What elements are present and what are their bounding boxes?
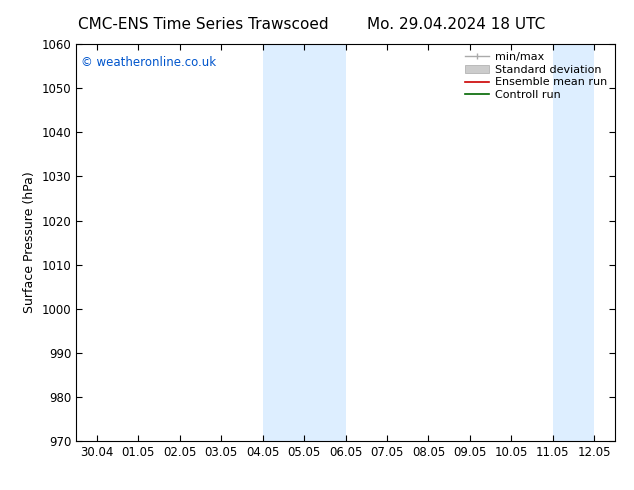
Legend: min/max, Standard deviation, Ensemble mean run, Controll run: min/max, Standard deviation, Ensemble me…: [460, 48, 612, 105]
Bar: [553, 44, 594, 441]
Y-axis label: Surface Pressure (hPa): Surface Pressure (hPa): [23, 172, 36, 314]
Text: © weatheronline.co.uk: © weatheronline.co.uk: [81, 56, 217, 69]
Bar: [262, 44, 346, 441]
Text: CMC-ENS Time Series Trawscoed: CMC-ENS Time Series Trawscoed: [77, 17, 328, 32]
Text: Mo. 29.04.2024 18 UTC: Mo. 29.04.2024 18 UTC: [367, 17, 546, 32]
